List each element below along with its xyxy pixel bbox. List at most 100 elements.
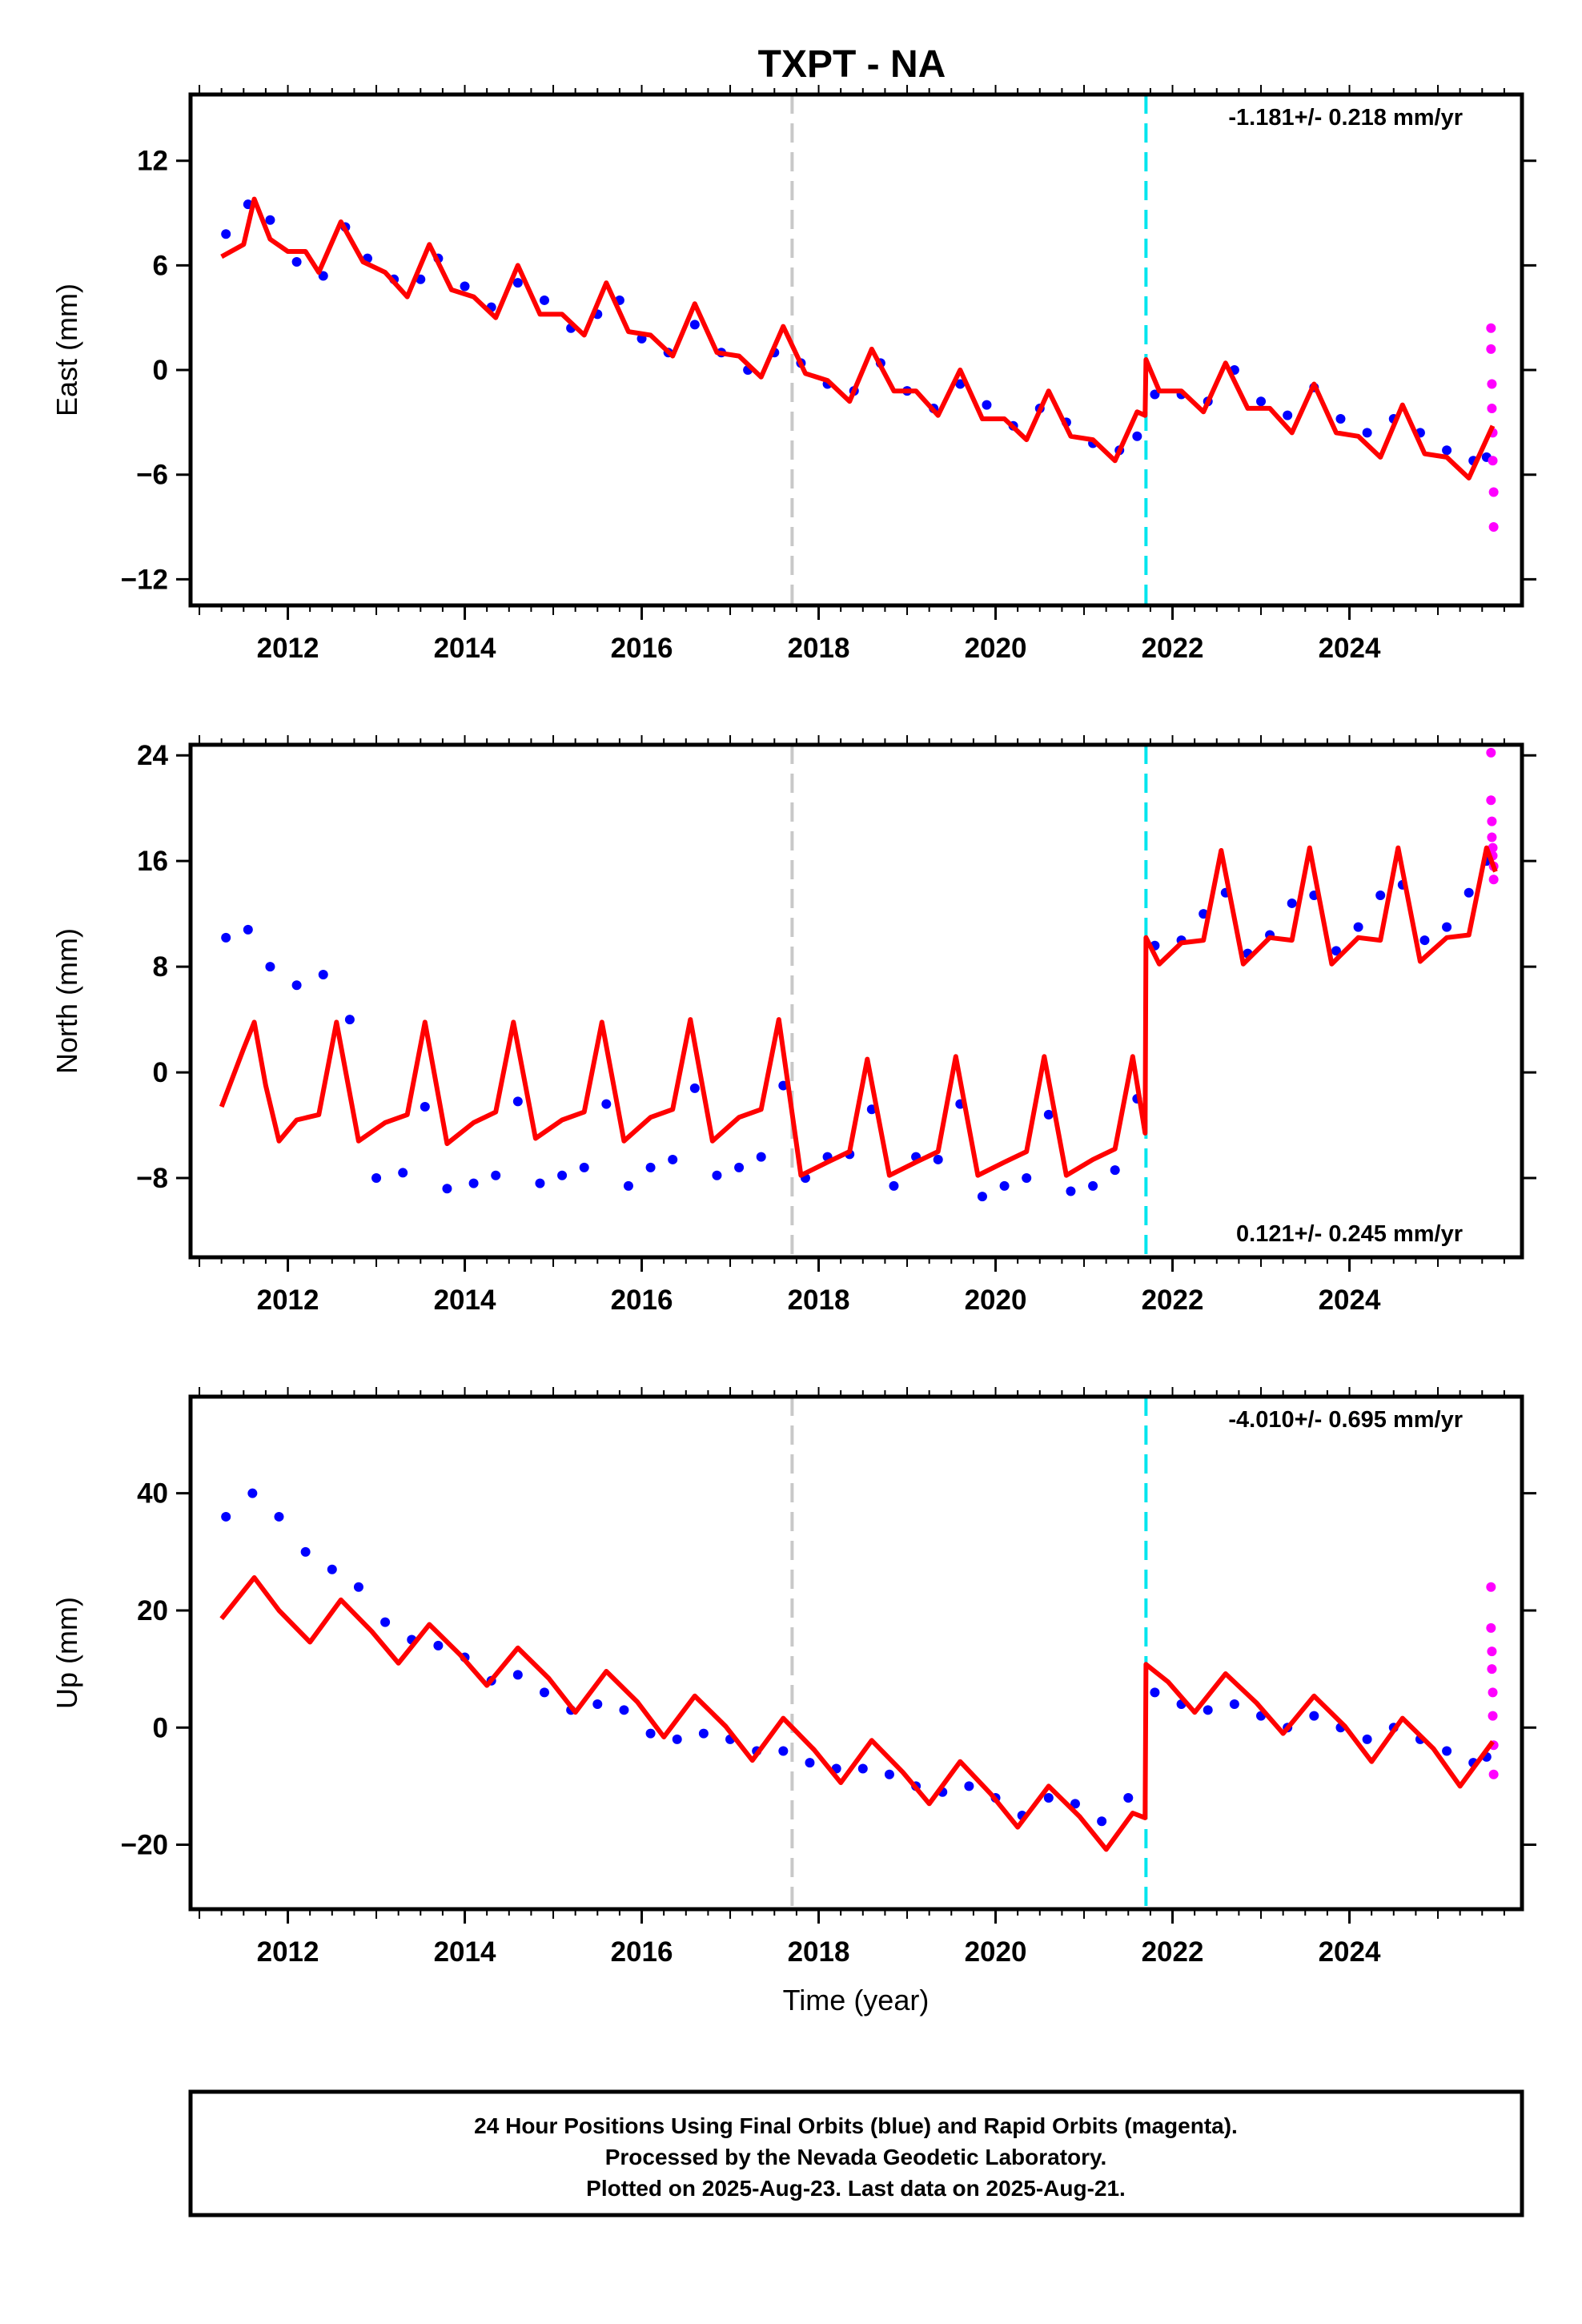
north-x-tick-label: 2016 (611, 1285, 673, 1316)
east-magenta-point (1486, 344, 1496, 354)
east-y-tick-label: 6 (153, 250, 168, 281)
up-blue-point (1309, 1711, 1319, 1721)
north-blue-point (889, 1180, 899, 1191)
up-data-group (219, 1397, 1499, 1909)
up-blue-point (778, 1746, 789, 1756)
east-magenta-point (1487, 403, 1497, 413)
north-blue-point (601, 1099, 612, 1109)
north-blue-point (371, 1173, 382, 1184)
north-blue-point (1331, 946, 1341, 956)
north-blue-point (1110, 1165, 1120, 1176)
north-blue-point (535, 1178, 545, 1188)
north-magenta-point (1487, 816, 1497, 826)
east-x-tick-label: 2020 (965, 633, 1027, 664)
east-data-group (220, 94, 1499, 605)
up-x-tick-label: 2012 (257, 1936, 319, 1968)
east-x-tick-label: 2018 (788, 633, 850, 664)
east-blue-point (265, 215, 275, 225)
north-blue-point (1043, 1109, 1054, 1120)
up-y-axis-title: Up (mm) (50, 1597, 83, 1709)
east-blue-point (689, 320, 700, 330)
up-blue-point (857, 1763, 868, 1774)
up-blue-point (300, 1546, 311, 1557)
up-blue-point (592, 1699, 603, 1709)
panels-group: 2012 2014 2016 2018 2020 2022 2024−12−60612Eas… (50, 85, 1536, 1968)
up-magenta-point (1486, 1582, 1496, 1592)
north-y-tick-label: 24 (137, 740, 168, 771)
up-blue-point (1229, 1699, 1239, 1709)
north-blue-point (1442, 922, 1452, 932)
east-blue-point (1442, 445, 1452, 456)
north-blue-point (291, 980, 302, 991)
east-y-tick-label: −12 (121, 564, 168, 595)
up-magenta-point (1488, 1711, 1498, 1721)
up-blue-point (1362, 1734, 1372, 1744)
north-blue-point (645, 1162, 656, 1172)
east-magenta-point (1488, 456, 1498, 466)
up-y-tick-label: 0 (153, 1712, 168, 1743)
east-blue-point (460, 281, 470, 292)
east-blue-point (512, 278, 523, 288)
east-blue-point (955, 379, 966, 389)
up-blue-point (1203, 1705, 1213, 1715)
north-blue-point (468, 1178, 479, 1188)
north-y-axis-title: North (mm) (50, 928, 83, 1074)
footer-line-3: Plotted on 2025-Aug-23. Last data on 202… (586, 2176, 1126, 2201)
north-x-tick-label: 2014 (434, 1285, 496, 1316)
east-x-tick-label: 2012 (257, 633, 319, 664)
east-x-tick-label: 2022 (1142, 633, 1204, 664)
up-blue-point (1442, 1746, 1452, 1756)
up-blue-point (353, 1582, 363, 1592)
east-x-tick-label: 2016 (611, 633, 673, 664)
north-blue-point (689, 1083, 700, 1093)
north-x-tick-label: 2022 (1142, 1285, 1204, 1316)
up-blue-point (433, 1640, 444, 1651)
north-blue-point (1287, 898, 1297, 908)
up-y-tick-label: 40 (137, 1478, 168, 1510)
north-rate-label: 0.121+/- 0.245 mm/yr (1236, 1221, 1463, 1247)
north-blue-point (1088, 1180, 1098, 1191)
up-blue-point (805, 1758, 815, 1768)
east-blue-point (1335, 414, 1346, 424)
east-blue-point (1362, 428, 1372, 438)
north-blue-point (491, 1170, 501, 1180)
east-x-tick-label: 2014 (434, 633, 496, 664)
up-magenta-point (1486, 1622, 1496, 1633)
up-magenta-point (1488, 1687, 1498, 1698)
north-panel: 2012 2014 2016 2018 2020 2022 2024 −8 0 8 16 24 Nort… (50, 735, 1536, 1316)
north-blue-point (512, 1096, 523, 1107)
up-blue-point (698, 1728, 709, 1739)
north-blue-point (1419, 935, 1430, 946)
north-magenta-point (1488, 842, 1498, 853)
up-blue-point (1150, 1687, 1160, 1698)
north-blue-point (344, 1015, 355, 1025)
east-panel: 2012 2014 2016 2018 2020 2022 2024 −12 −6 0 6 12 Eas… (50, 85, 1536, 664)
east-magenta-point (1488, 522, 1499, 533)
east-blue-point (221, 229, 231, 239)
north-blue-point (1066, 1186, 1076, 1196)
north-blue-point (734, 1162, 745, 1172)
north-magenta-point (1487, 832, 1497, 842)
up-magenta-point (1488, 1769, 1499, 1779)
up-y-tick-label: 20 (137, 1595, 168, 1626)
up-blue-point (1123, 1793, 1134, 1803)
footer-box: 24 Hour Positions Using Final Orbits (bl… (188, 2089, 1524, 2217)
up-rate-label: -4.010+/- 0.695 mm/yr (1228, 1407, 1463, 1433)
up-x-tick-label: 2016 (611, 1936, 673, 1968)
up-blue-point (221, 1511, 231, 1522)
x-axis-title: Time (year) (783, 1984, 930, 2016)
up-blue-point (247, 1488, 258, 1498)
east-magenta-point (1486, 323, 1496, 333)
up-blue-point (884, 1769, 894, 1779)
north-blue-point (623, 1180, 633, 1191)
north-y-tick-label: −8 (136, 1163, 168, 1194)
north-blue-point (265, 962, 275, 972)
up-blue-point (380, 1617, 391, 1627)
up-blue-point (512, 1670, 523, 1680)
up-blue-point (1043, 1793, 1054, 1803)
north-plot-frame (188, 742, 1524, 1260)
east-blue-point (982, 400, 992, 410)
east-y-tick-label: −6 (136, 460, 168, 491)
east-magenta-point (1487, 379, 1497, 389)
